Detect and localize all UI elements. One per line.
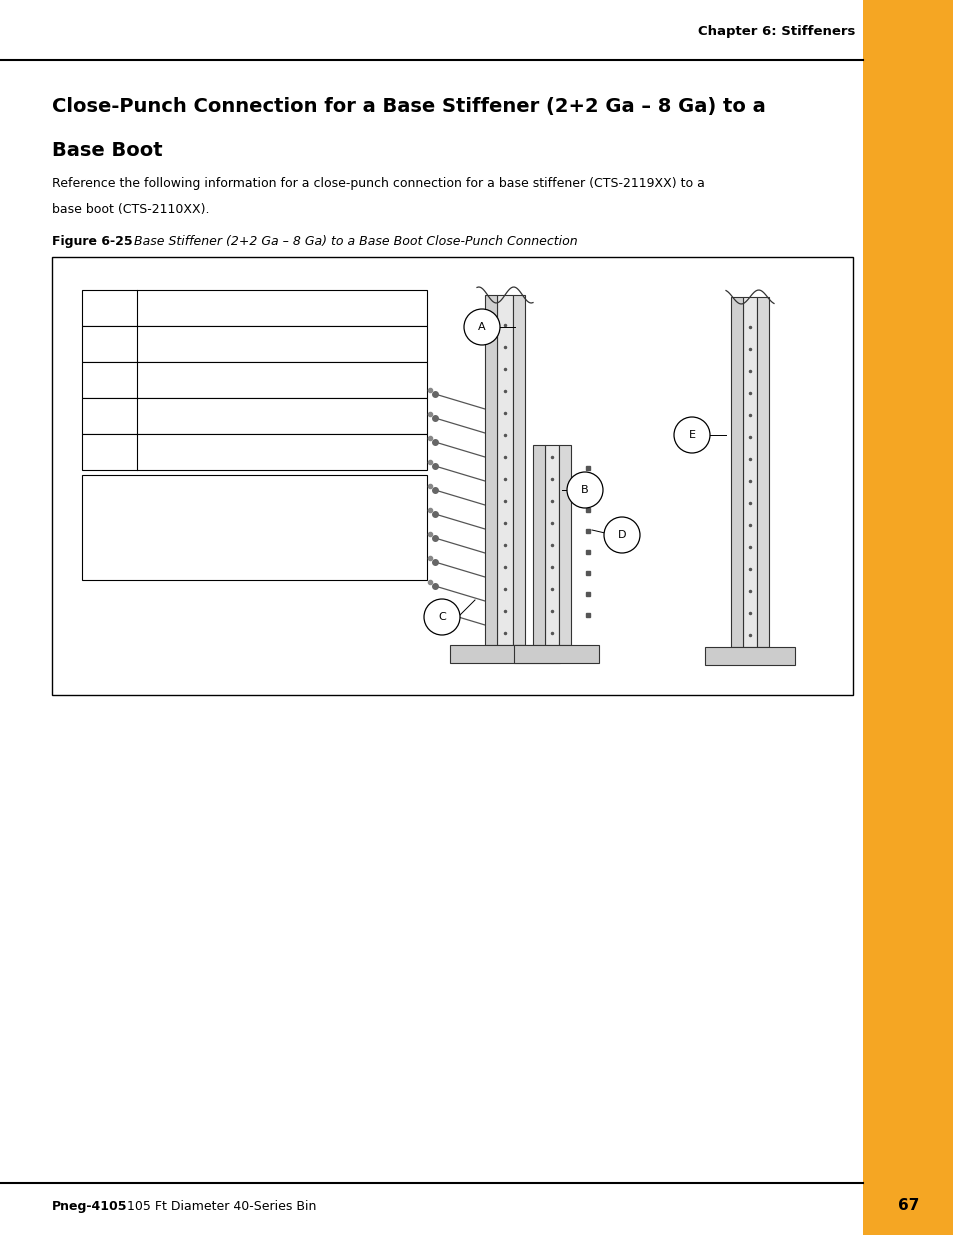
Text: 67: 67: [897, 1198, 919, 1213]
Text: Close-punch base Boot (CTS-2110XX): Close-punch base Boot (CTS-2110XX): [149, 337, 384, 351]
Text: sidewall sheet.: sidewall sheet.: [138, 553, 231, 566]
Text: E: E: [106, 446, 113, 458]
Bar: [410, 270, 844, 680]
Circle shape: [603, 517, 639, 553]
Bar: [484, 295, 497, 645]
Bar: [514, 645, 598, 663]
Bar: [731, 296, 742, 647]
Text: Base Boot: Base Boot: [52, 141, 162, 161]
Text: Chapter 6: Stiffeners: Chapter 6: Stiffeners: [697, 25, 854, 38]
Text: Close-Punch Connection for a Base Stiffener (2+2 Ga – 8 Ga) to a: Close-Punch Connection for a Base Stiffe…: [52, 98, 765, 116]
Text: A: A: [105, 301, 113, 315]
Text: vary for three-post. Only place bolts where: vary for three-post. Only place bolts wh…: [138, 509, 406, 522]
Text: D: D: [105, 410, 114, 422]
Text: Figure 6-25: Figure 6-25: [52, 235, 132, 248]
Bar: [82, 326, 427, 362]
Bar: [82, 362, 427, 398]
Bar: [450, 645, 559, 663]
Bar: [82, 398, 427, 433]
Text: 3/8 Nut (S-9426): 3/8 Nut (S-9426): [149, 410, 253, 422]
Text: B: B: [580, 485, 588, 495]
Circle shape: [566, 472, 602, 508]
Text: E: E: [688, 430, 695, 440]
Text: 105 Ft Diameter 40-Series Bin: 105 Ft Diameter 40-Series Bin: [123, 1200, 316, 1213]
Text: holes in the stiffeners align with holes in the: holes in the stiffeners align with holes…: [138, 531, 416, 543]
Text: Pneg-4105: Pneg-4105: [52, 1200, 128, 1213]
Bar: [704, 647, 794, 664]
Text: C: C: [437, 613, 445, 622]
Bar: [52, 257, 852, 695]
Text: A: A: [477, 322, 485, 332]
Text: base boot (CTS-2110XX).: base boot (CTS-2110XX).: [52, 203, 210, 216]
Text: Two-post stiffeners shown. The bolt pattern will: Two-post stiffeners shown. The bolt patt…: [138, 487, 434, 500]
Bar: [742, 296, 756, 647]
Bar: [497, 295, 513, 645]
Circle shape: [673, 417, 709, 453]
Bar: [558, 445, 570, 645]
Bar: [513, 295, 525, 645]
Text: C: C: [105, 373, 113, 387]
Text: NOTE:: NOTE:: [94, 487, 137, 500]
Text: D: D: [618, 530, 625, 540]
Text: Close-punch base stiffener (CTS-2119XX): Close-punch base stiffener (CTS-2119XX): [149, 301, 408, 315]
Bar: [862, 0, 953, 1235]
Bar: [82, 433, 427, 471]
Bar: [533, 445, 545, 645]
Text: Base Stiffener (2+2 Ga – 8 Ga) to a Base Boot Close-Punch Connection: Base Stiffener (2+2 Ga – 8 Ga) to a Base…: [130, 235, 577, 248]
Circle shape: [423, 599, 459, 635]
Bar: [82, 475, 427, 580]
Text: Reference the following information for a close-punch connection for a base stif: Reference the following information for …: [52, 177, 704, 190]
Bar: [756, 296, 768, 647]
Bar: [82, 290, 427, 326]
Text: Completed assembly: Completed assembly: [149, 446, 280, 458]
Text: B: B: [105, 337, 113, 351]
Text: 3/8 x 1 Bolt (S-7485): 3/8 x 1 Bolt (S-7485): [149, 373, 279, 387]
Circle shape: [463, 309, 499, 345]
Bar: [545, 445, 558, 645]
